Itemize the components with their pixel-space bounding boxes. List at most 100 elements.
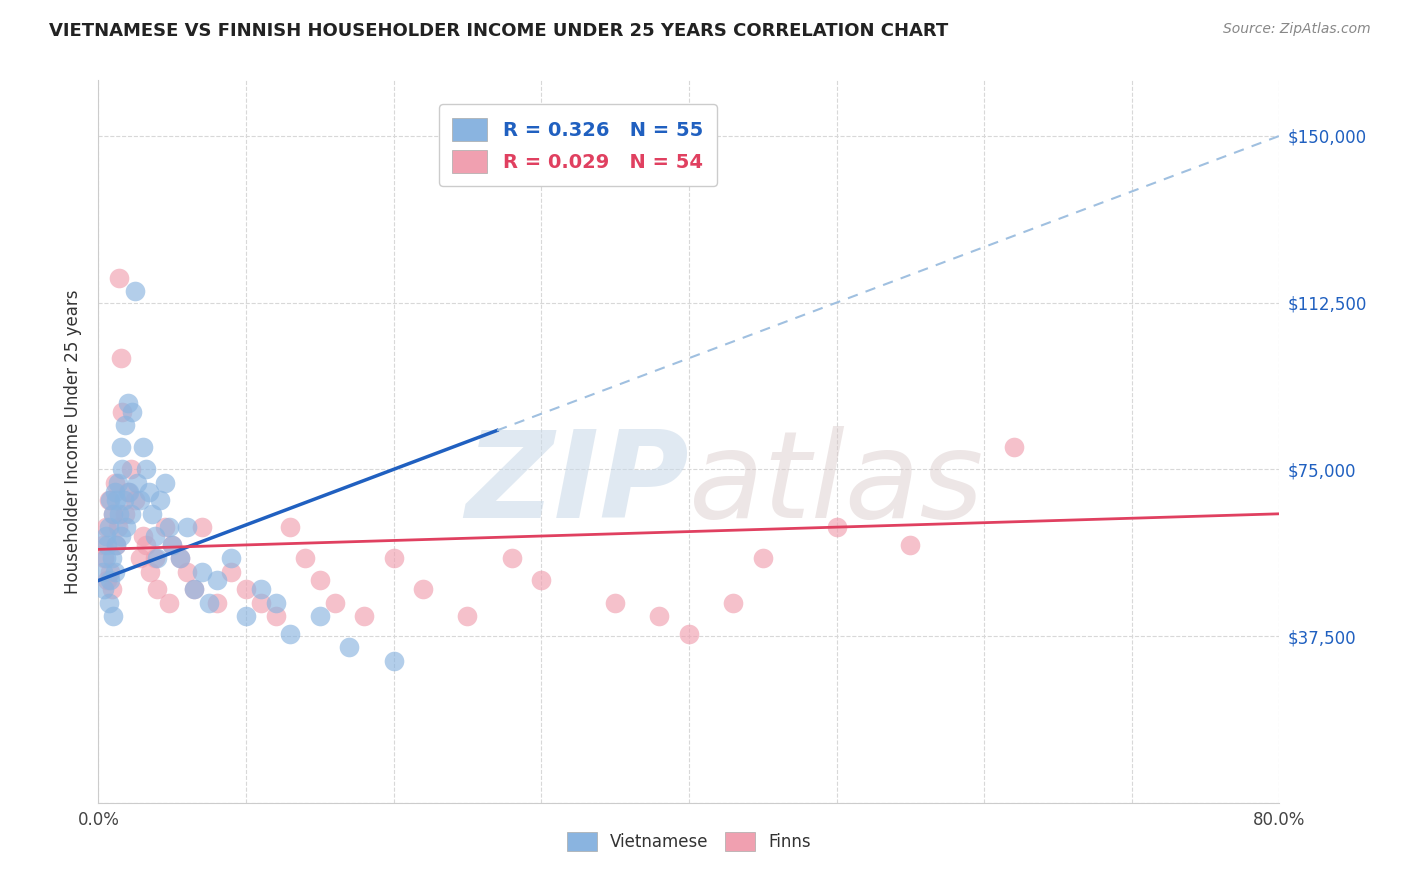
- Point: [111, 404, 134, 418]
- Point: [105, 538, 128, 552]
- Point: [108, 507, 131, 521]
- Point: [309, 609, 332, 624]
- Point: [264, 609, 287, 624]
- Point: [132, 529, 155, 543]
- Point: [294, 551, 316, 566]
- Point: [176, 520, 198, 534]
- Point: [107, 475, 129, 490]
- Point: [125, 475, 148, 490]
- Point: [98, 493, 121, 508]
- Point: [309, 574, 332, 588]
- Point: [235, 582, 257, 597]
- Point: [117, 484, 139, 499]
- Point: [128, 493, 150, 508]
- Point: [900, 538, 922, 552]
- Point: [530, 574, 553, 588]
- Point: [138, 484, 160, 499]
- Point: [117, 395, 139, 409]
- Point: [93, 582, 115, 597]
- Point: [135, 538, 157, 552]
- Point: [110, 351, 132, 366]
- Point: [94, 551, 117, 566]
- Point: [723, 596, 745, 610]
- Point: [94, 529, 117, 543]
- Point: [825, 520, 848, 534]
- Point: [198, 596, 221, 610]
- Point: [501, 551, 523, 566]
- Point: [221, 551, 243, 566]
- Point: [98, 574, 121, 588]
- Point: [149, 493, 172, 508]
- Point: [412, 582, 434, 597]
- Point: [104, 475, 127, 490]
- Point: [110, 440, 132, 454]
- Point: [103, 609, 125, 624]
- Point: [353, 609, 375, 624]
- Point: [205, 596, 228, 610]
- Point: [339, 640, 361, 655]
- Point: [110, 529, 132, 543]
- Point: [132, 440, 155, 454]
- Point: [146, 551, 169, 566]
- Point: [97, 520, 120, 534]
- Point: [100, 551, 122, 566]
- Point: [118, 484, 141, 499]
- Point: [143, 529, 166, 543]
- Point: [162, 538, 183, 552]
- Point: [143, 551, 166, 566]
- Point: [183, 582, 205, 597]
- Text: atlas: atlas: [689, 426, 984, 543]
- Point: [96, 538, 118, 552]
- Point: [104, 484, 127, 499]
- Point: [1002, 440, 1025, 454]
- Point: [124, 493, 146, 508]
- Point: [250, 596, 273, 610]
- Point: [124, 285, 146, 299]
- Point: [157, 596, 180, 610]
- Y-axis label: Householder Income Under 25 years: Householder Income Under 25 years: [63, 289, 82, 594]
- Point: [382, 551, 405, 566]
- Point: [235, 609, 257, 624]
- Point: [111, 462, 134, 476]
- Point: [280, 627, 302, 641]
- Point: [97, 596, 120, 610]
- Point: [169, 551, 191, 566]
- Point: [205, 574, 228, 588]
- Point: [105, 538, 128, 552]
- Point: [648, 609, 671, 624]
- Point: [162, 538, 183, 552]
- Text: ZIP: ZIP: [465, 426, 689, 543]
- Point: [97, 493, 120, 508]
- Point: [323, 596, 346, 610]
- Point: [120, 462, 142, 476]
- Point: [605, 596, 627, 610]
- Point: [96, 574, 118, 588]
- Point: [108, 271, 131, 285]
- Point: [94, 520, 117, 534]
- Point: [169, 551, 191, 566]
- Point: [98, 565, 121, 579]
- Point: [183, 582, 205, 597]
- Text: Source: ZipAtlas.com: Source: ZipAtlas.com: [1223, 22, 1371, 37]
- Point: [221, 565, 243, 579]
- Point: [135, 462, 157, 476]
- Point: [91, 538, 114, 552]
- Point: [115, 520, 138, 534]
- Point: [176, 565, 198, 579]
- Point: [120, 507, 142, 521]
- Point: [91, 565, 114, 579]
- Point: [678, 627, 700, 641]
- Point: [191, 565, 214, 579]
- Point: [93, 551, 115, 566]
- Point: [121, 404, 143, 418]
- Point: [457, 609, 479, 624]
- Point: [105, 493, 128, 508]
- Point: [280, 520, 302, 534]
- Point: [153, 520, 176, 534]
- Point: [146, 582, 169, 597]
- Point: [114, 417, 136, 432]
- Point: [382, 653, 405, 667]
- Point: [114, 507, 136, 521]
- Legend: Vietnamese, Finns: Vietnamese, Finns: [558, 823, 820, 860]
- Point: [141, 507, 163, 521]
